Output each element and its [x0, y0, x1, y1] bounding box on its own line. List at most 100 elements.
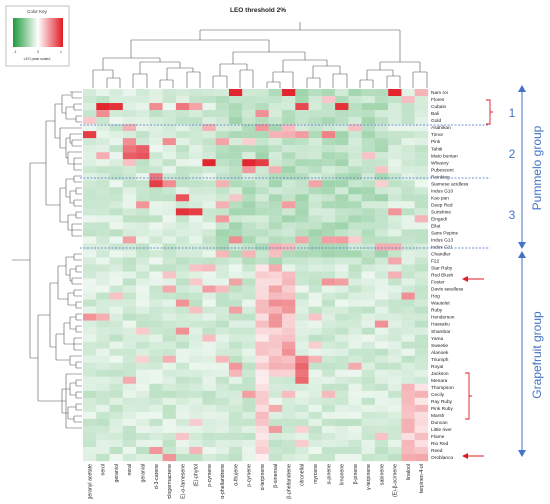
heatmap-cell [295, 362, 309, 370]
heatmap-cell [361, 243, 376, 251]
heatmap-cell [122, 145, 137, 153]
heatmap-cell [109, 103, 123, 111]
heatmap-cell [348, 124, 362, 132]
heatmap-cell [162, 369, 177, 377]
heatmap-cell [175, 236, 190, 244]
heatmap-cell [189, 397, 203, 405]
heatmap-cell [189, 250, 203, 258]
heatmap-cell [215, 383, 230, 391]
heatmap-cell [295, 264, 309, 272]
heatmap-cell [348, 285, 362, 293]
heatmap-cell [215, 208, 230, 216]
heatmap-cell [162, 96, 177, 104]
heatmap-cell [308, 250, 322, 258]
heatmap-cell [388, 334, 402, 342]
heatmap-cell [388, 397, 402, 405]
heatmap-cell [335, 166, 349, 174]
heatmap-cell [215, 264, 230, 272]
heatmap-cell [228, 271, 243, 279]
heatmap-cell [175, 131, 190, 139]
heatmap-cell [136, 166, 150, 174]
heatmap-cell [122, 117, 137, 125]
heatmap-cell [321, 285, 336, 293]
heatmap-cell [361, 117, 376, 125]
heatmap-cell [109, 348, 123, 356]
heatmap-cell [96, 313, 110, 321]
heatmap-cell [175, 418, 190, 427]
heatmap-cell [348, 229, 362, 237]
heatmap-cell [175, 404, 190, 413]
heatmap-cell [348, 432, 362, 441]
heatmap-cell [255, 271, 269, 279]
heatmap-cell [96, 187, 110, 195]
heatmap-cell [414, 320, 429, 328]
heatmap-cell [348, 278, 362, 286]
column-label: d-3-carene [154, 464, 160, 489]
heatmap-cell [228, 194, 243, 202]
heatmap-cell [414, 327, 429, 335]
heatmap-cell [228, 131, 243, 139]
pummelo-arrow-top [518, 85, 526, 92]
heatmap-cell [401, 411, 415, 420]
heatmap-cell [321, 117, 336, 125]
heatmap-cell [335, 411, 349, 420]
heatmap-cell [83, 264, 97, 272]
heatmap-cell [268, 404, 283, 413]
heatmap-cell [388, 229, 402, 237]
heatmap-cell [401, 327, 415, 335]
heatmap-cell [175, 145, 190, 153]
heatmap-cell [215, 369, 230, 377]
heatmap-cell [175, 159, 190, 167]
heatmap-cell [215, 201, 230, 209]
heatmap-cell [374, 215, 389, 223]
heatmap-cell [83, 166, 97, 174]
heatmap-cell [149, 369, 163, 377]
heatmap-cell [175, 411, 190, 420]
heatmap-cell [401, 194, 415, 202]
heatmap-cell [175, 390, 190, 398]
heatmap-cell [321, 152, 336, 160]
heatmap-cell [374, 96, 389, 104]
heatmap-cell [388, 152, 402, 160]
heatmap-cell [268, 425, 283, 434]
heatmap-cell [321, 383, 336, 391]
heatmap-cell [414, 299, 429, 307]
heatmap-cell [162, 152, 177, 160]
heatmap-cell [96, 201, 110, 209]
row-label: Menara [431, 378, 448, 384]
heatmap-cell [361, 89, 376, 97]
heatmap-cell [109, 222, 123, 230]
heatmap-cell [255, 222, 269, 230]
heatmap-cell [401, 418, 415, 427]
heatmap-cell [268, 250, 283, 258]
heatmap-cell [202, 348, 216, 356]
heatmap-cell [268, 271, 283, 279]
heatmap-cell [96, 334, 110, 342]
heatmap-cell [109, 257, 123, 265]
color-key-tick-mid: 0 [37, 50, 39, 54]
heatmap-cell [215, 453, 230, 462]
heatmap-cell [414, 117, 429, 125]
heatmap-cell [295, 306, 309, 314]
row-label: Pink Ruby [431, 406, 453, 412]
heatmap-cell [321, 418, 336, 427]
heatmap-cell [149, 404, 163, 413]
heatmap-cell [295, 299, 309, 307]
heatmap-cell [401, 173, 415, 181]
heatmap-cell [122, 299, 137, 307]
heatmap-cell [295, 446, 309, 455]
heatmap-cell [414, 425, 429, 434]
cluster-separators [80, 124, 490, 249]
heatmap-cell [136, 180, 150, 188]
heatmap-cell [215, 152, 230, 160]
heatmap-cell [401, 313, 415, 321]
heatmap-cell [401, 89, 415, 97]
heatmap-cell [189, 222, 203, 230]
heatmap-cell [189, 418, 203, 427]
heatmap-cell [136, 390, 150, 398]
heatmap-cell [295, 390, 309, 398]
heatmap-cell [96, 250, 110, 258]
heatmap-cell [374, 320, 389, 328]
heatmap-cell [162, 411, 177, 420]
heatmap-cell [335, 159, 349, 167]
